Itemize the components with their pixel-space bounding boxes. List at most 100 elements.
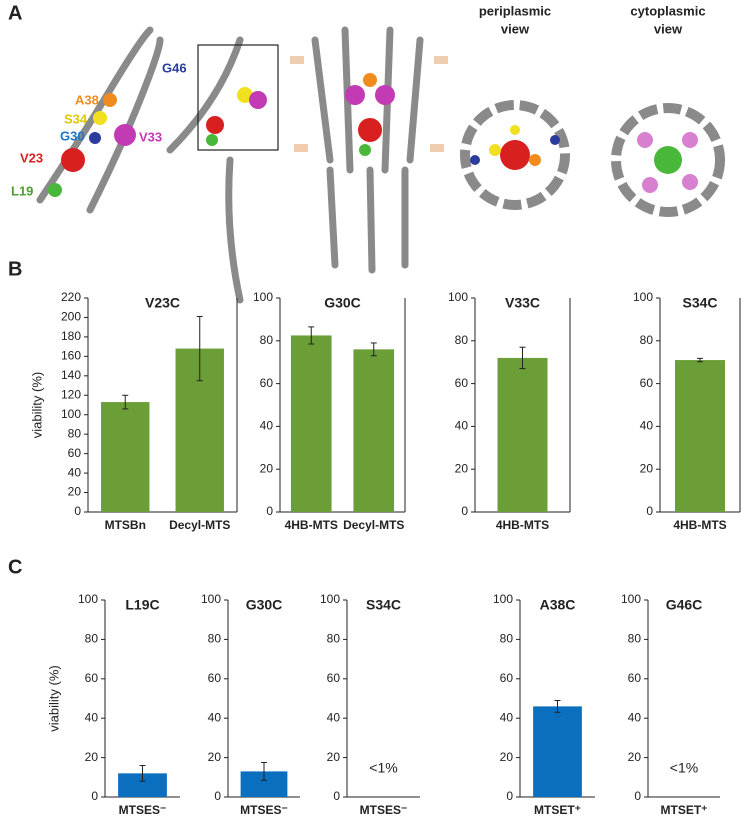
- y-tick-label: 20: [455, 461, 469, 475]
- residue-label: S34: [64, 111, 88, 126]
- y-tick-label: 40: [208, 710, 222, 724]
- y-tick-label: 40: [455, 419, 469, 433]
- error-bar: [261, 762, 267, 781]
- y-tick-label: 60: [85, 671, 99, 685]
- bar: [118, 773, 167, 797]
- residue-label: A38: [75, 92, 99, 107]
- chart-title: G30C: [324, 295, 361, 311]
- panel-label: A: [8, 2, 22, 24]
- bar: [533, 706, 582, 797]
- y-tick-label: 0: [266, 504, 273, 518]
- y-tick-label: 0: [214, 789, 221, 803]
- y-tick-label: 220: [61, 290, 81, 304]
- residue-label: V33: [139, 129, 162, 144]
- y-tick-label: 0: [634, 789, 641, 803]
- panel-label: B: [8, 258, 22, 280]
- x-tick-label: MTSET⁺: [534, 803, 581, 817]
- y-tick-label: 100: [201, 592, 221, 606]
- y-tick-label: 80: [640, 333, 654, 347]
- chart-title: A38C: [540, 597, 576, 613]
- chart-title: S34C: [366, 597, 401, 613]
- residue-label: L19: [11, 183, 33, 198]
- y-tick-label: 0: [646, 504, 653, 518]
- error-bar: [139, 764, 146, 782]
- y-tick-label: 80: [327, 632, 341, 646]
- y-tick-label: 40: [628, 710, 642, 724]
- bar: [675, 360, 725, 512]
- bar: [290, 335, 332, 512]
- view-label: cytoplasmic: [630, 3, 705, 18]
- residue-label: G46: [162, 60, 187, 75]
- y-tick-label: 80: [85, 632, 99, 646]
- y-tick-label: 40: [68, 465, 82, 479]
- x-tick-label: MTSET⁺: [661, 803, 708, 817]
- bar: [101, 402, 150, 512]
- view-label: periplasmic: [479, 3, 551, 18]
- chart-title: S34C: [682, 295, 717, 311]
- y-tick-label: 60: [628, 671, 642, 685]
- bar: [497, 357, 548, 512]
- y-tick-label: 0: [506, 789, 513, 803]
- y-tick-label: 100: [320, 592, 340, 606]
- error-bar: [122, 394, 129, 410]
- x-tick-label: MTSES⁻: [119, 803, 167, 817]
- y-tick-label: 20: [628, 750, 642, 764]
- y-tick-label: 180: [61, 329, 81, 343]
- y-tick-label: 60: [208, 671, 222, 685]
- y-tick-label: 100: [253, 290, 273, 304]
- y-tick-label: 80: [68, 426, 82, 440]
- structure-images: [36, 26, 725, 304]
- y-tick-label: 100: [493, 592, 513, 606]
- y-tick-label: 40: [85, 710, 99, 724]
- y-tick-label: 120: [61, 387, 81, 401]
- y-tick-label: 60: [500, 671, 514, 685]
- y-tick-label: 20: [260, 461, 274, 475]
- error-bar: [697, 357, 703, 363]
- chart-title: V33C: [505, 295, 540, 311]
- y-tick-label: 80: [260, 333, 274, 347]
- view-label: view: [654, 21, 683, 36]
- x-tick-label: 4HB-MTS: [285, 518, 338, 532]
- y-tick-label: 80: [500, 632, 514, 646]
- y-tick-label: 20: [327, 750, 341, 764]
- y-tick-label: 80: [455, 333, 469, 347]
- y-tick-label: 140: [61, 368, 81, 382]
- y-tick-label: 60: [455, 376, 469, 390]
- error-bar: [519, 346, 526, 370]
- y-tick-label: 40: [500, 710, 514, 724]
- y-tick-label: 40: [327, 710, 341, 724]
- residue-label: G30: [60, 128, 85, 143]
- panel-label: C: [8, 556, 22, 578]
- error-bar: [308, 326, 315, 345]
- annotation: <1%: [670, 760, 698, 776]
- y-tick-label: 100: [61, 407, 81, 421]
- y-tick-label: 200: [61, 310, 81, 324]
- error-bar: [554, 699, 561, 713]
- y-tick-label: 80: [628, 632, 642, 646]
- y-tick-label: 100: [633, 290, 653, 304]
- x-tick-label: MTSES⁻: [360, 803, 408, 817]
- y-tick-label: 60: [260, 376, 274, 390]
- x-tick-label: Decyl-MTS: [343, 518, 404, 532]
- chart-title: V23C: [145, 295, 180, 311]
- error-bar: [370, 342, 377, 357]
- y-tick-label: 60: [68, 446, 82, 460]
- y-tick-label: 60: [327, 671, 341, 685]
- x-tick-label: MTSBn: [105, 518, 146, 532]
- chart-title: G30C: [246, 597, 283, 613]
- y-tick-label: 20: [640, 461, 654, 475]
- bar: [353, 349, 395, 512]
- y-tick-label: 100: [448, 290, 468, 304]
- x-tick-label: Decyl-MTS: [169, 518, 230, 532]
- y-tick-label: 20: [85, 750, 99, 764]
- view-label: view: [501, 21, 530, 36]
- y-tick-label: 0: [74, 504, 81, 518]
- error-bar: [196, 315, 203, 382]
- chart-title: L19C: [125, 597, 159, 613]
- y-tick-label: 20: [208, 750, 222, 764]
- chart-title: G46C: [666, 597, 703, 613]
- x-tick-label: 4HB-MTS: [673, 518, 726, 532]
- y-tick-label: 0: [461, 504, 468, 518]
- y-tick-label: 20: [500, 750, 514, 764]
